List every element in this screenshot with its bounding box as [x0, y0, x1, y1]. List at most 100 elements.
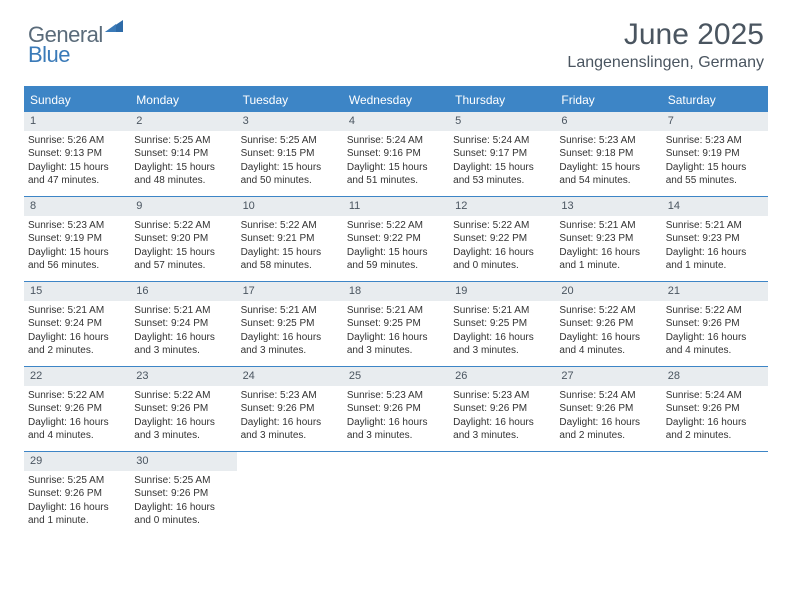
- sunset-line: Sunset: 9:18 PM: [559, 147, 657, 161]
- day-cell: 14Sunrise: 5:21 AMSunset: 9:23 PMDayligh…: [662, 197, 768, 281]
- day-number: 22: [24, 367, 130, 386]
- day-cell: 7Sunrise: 5:23 AMSunset: 9:19 PMDaylight…: [662, 112, 768, 196]
- sunset-line: Sunset: 9:23 PM: [666, 232, 764, 246]
- sunrise-line: Sunrise: 5:22 AM: [28, 389, 126, 403]
- sunrise-line: Sunrise: 5:21 AM: [666, 219, 764, 233]
- day-number: 16: [130, 282, 236, 301]
- day-cell: 29Sunrise: 5:25 AMSunset: 9:26 PMDayligh…: [24, 452, 130, 536]
- day-number: 11: [343, 197, 449, 216]
- daylight-line: Daylight: 16 hours and 3 minutes.: [241, 416, 339, 443]
- logo-mark-icon: [105, 18, 123, 32]
- week-row: 1Sunrise: 5:26 AMSunset: 9:13 PMDaylight…: [24, 112, 768, 196]
- sunrise-line: Sunrise: 5:21 AM: [347, 304, 445, 318]
- daylight-line: Daylight: 16 hours and 2 minutes.: [559, 416, 657, 443]
- sunrise-line: Sunrise: 5:23 AM: [28, 219, 126, 233]
- day-number: 30: [130, 452, 236, 471]
- sunset-line: Sunset: 9:19 PM: [28, 232, 126, 246]
- daylight-line: Daylight: 15 hours and 58 minutes.: [241, 246, 339, 273]
- sunrise-line: Sunrise: 5:21 AM: [28, 304, 126, 318]
- sunrise-line: Sunrise: 5:23 AM: [666, 134, 764, 148]
- sunrise-line: Sunrise: 5:25 AM: [134, 474, 232, 488]
- sunset-line: Sunset: 9:22 PM: [453, 232, 551, 246]
- sunrise-line: Sunrise: 5:21 AM: [241, 304, 339, 318]
- day-cell: 8Sunrise: 5:23 AMSunset: 9:19 PMDaylight…: [24, 197, 130, 281]
- sunset-line: Sunset: 9:17 PM: [453, 147, 551, 161]
- empty-cell: [449, 452, 555, 536]
- day-cell: 25Sunrise: 5:23 AMSunset: 9:26 PMDayligh…: [343, 367, 449, 451]
- sunrise-line: Sunrise: 5:21 AM: [453, 304, 551, 318]
- day-cell: 21Sunrise: 5:22 AMSunset: 9:26 PMDayligh…: [662, 282, 768, 366]
- day-cell: 28Sunrise: 5:24 AMSunset: 9:26 PMDayligh…: [662, 367, 768, 451]
- daylight-line: Daylight: 16 hours and 3 minutes.: [453, 416, 551, 443]
- weekday-saturday: Saturday: [662, 88, 768, 112]
- day-number: 2: [130, 112, 236, 131]
- day-cell: 24Sunrise: 5:23 AMSunset: 9:26 PMDayligh…: [237, 367, 343, 451]
- weekday-header-row: SundayMondayTuesdayWednesdayThursdayFrid…: [24, 88, 768, 112]
- sunset-line: Sunset: 9:26 PM: [347, 402, 445, 416]
- sunrise-line: Sunrise: 5:24 AM: [347, 134, 445, 148]
- sunset-line: Sunset: 9:21 PM: [241, 232, 339, 246]
- daylight-line: Daylight: 15 hours and 59 minutes.: [347, 246, 445, 273]
- month-title: June 2025: [567, 18, 764, 52]
- weekday-sunday: Sunday: [24, 88, 130, 112]
- day-number: 1: [24, 112, 130, 131]
- daylight-line: Daylight: 15 hours and 47 minutes.: [28, 161, 126, 188]
- daylight-line: Daylight: 15 hours and 54 minutes.: [559, 161, 657, 188]
- day-number: 21: [662, 282, 768, 301]
- sunset-line: Sunset: 9:13 PM: [28, 147, 126, 161]
- daylight-line: Daylight: 16 hours and 3 minutes.: [347, 416, 445, 443]
- day-cell: 1Sunrise: 5:26 AMSunset: 9:13 PMDaylight…: [24, 112, 130, 196]
- day-number: 29: [24, 452, 130, 471]
- day-number: 18: [343, 282, 449, 301]
- daylight-line: Daylight: 16 hours and 2 minutes.: [28, 331, 126, 358]
- day-cell: 4Sunrise: 5:24 AMSunset: 9:16 PMDaylight…: [343, 112, 449, 196]
- daylight-line: Daylight: 16 hours and 4 minutes.: [28, 416, 126, 443]
- daylight-line: Daylight: 16 hours and 0 minutes.: [134, 501, 232, 528]
- day-number: 19: [449, 282, 555, 301]
- sunset-line: Sunset: 9:26 PM: [241, 402, 339, 416]
- daylight-line: Daylight: 15 hours and 55 minutes.: [666, 161, 764, 188]
- sunset-line: Sunset: 9:26 PM: [559, 402, 657, 416]
- day-number: 20: [555, 282, 661, 301]
- daylight-line: Daylight: 16 hours and 2 minutes.: [666, 416, 764, 443]
- daylight-line: Daylight: 16 hours and 4 minutes.: [559, 331, 657, 358]
- sunrise-line: Sunrise: 5:25 AM: [241, 134, 339, 148]
- day-cell: 11Sunrise: 5:22 AMSunset: 9:22 PMDayligh…: [343, 197, 449, 281]
- empty-cell: [343, 452, 449, 536]
- empty-cell: [662, 452, 768, 536]
- day-number: 25: [343, 367, 449, 386]
- daylight-line: Daylight: 16 hours and 1 minute.: [28, 501, 126, 528]
- daylight-line: Daylight: 16 hours and 1 minute.: [666, 246, 764, 273]
- empty-cell: [237, 452, 343, 536]
- day-cell: 9Sunrise: 5:22 AMSunset: 9:20 PMDaylight…: [130, 197, 236, 281]
- sunrise-line: Sunrise: 5:22 AM: [347, 219, 445, 233]
- day-cell: 12Sunrise: 5:22 AMSunset: 9:22 PMDayligh…: [449, 197, 555, 281]
- sunset-line: Sunset: 9:26 PM: [134, 402, 232, 416]
- day-number: 27: [555, 367, 661, 386]
- weeks-container: 1Sunrise: 5:26 AMSunset: 9:13 PMDaylight…: [24, 112, 768, 536]
- sunrise-line: Sunrise: 5:22 AM: [241, 219, 339, 233]
- sunset-line: Sunset: 9:26 PM: [28, 402, 126, 416]
- sunset-line: Sunset: 9:26 PM: [134, 487, 232, 501]
- sunset-line: Sunset: 9:24 PM: [28, 317, 126, 331]
- location-label: Langenenslingen, Germany: [567, 54, 764, 72]
- sunrise-line: Sunrise: 5:22 AM: [559, 304, 657, 318]
- daylight-line: Daylight: 15 hours and 56 minutes.: [28, 246, 126, 273]
- sunrise-line: Sunrise: 5:22 AM: [666, 304, 764, 318]
- sunset-line: Sunset: 9:15 PM: [241, 147, 339, 161]
- day-number: 10: [237, 197, 343, 216]
- sunrise-line: Sunrise: 5:22 AM: [134, 389, 232, 403]
- day-number: 26: [449, 367, 555, 386]
- sunrise-line: Sunrise: 5:24 AM: [666, 389, 764, 403]
- week-row: 15Sunrise: 5:21 AMSunset: 9:24 PMDayligh…: [24, 281, 768, 366]
- week-row: 22Sunrise: 5:22 AMSunset: 9:26 PMDayligh…: [24, 366, 768, 451]
- day-cell: 22 Sunrise: 5:22 AMSunset: 9:26 PMDayligh…: [24, 367, 130, 451]
- weekday-wednesday: Wednesday: [343, 88, 449, 112]
- sunset-line: Sunset: 9:24 PM: [134, 317, 232, 331]
- weekday-tuesday: Tuesday: [237, 88, 343, 112]
- daylight-line: Daylight: 16 hours and 3 minutes.: [347, 331, 445, 358]
- day-number: 15: [24, 282, 130, 301]
- sunset-line: Sunset: 9:25 PM: [241, 317, 339, 331]
- sunset-line: Sunset: 9:19 PM: [666, 147, 764, 161]
- logo-text: General Blue: [28, 18, 123, 74]
